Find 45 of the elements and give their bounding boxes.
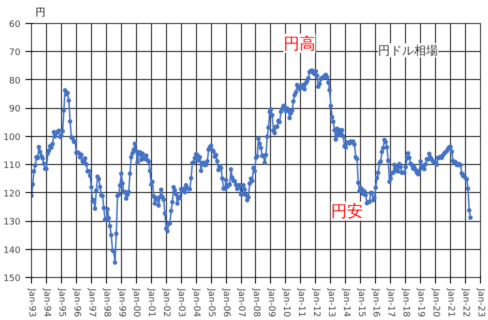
annotation: 円高 [283, 34, 316, 53]
y-tick-label: 60 [9, 20, 21, 30]
x-tick-label: Jan-01 [146, 288, 156, 318]
x-tick-label: Jan-00 [131, 288, 142, 318]
y-tick-label: 120 [3, 189, 21, 200]
y-tick-label: 140 [3, 246, 21, 256]
x-tick-label: Jan-93 [26, 288, 36, 318]
x-tick-label: Jan-96 [71, 288, 82, 318]
text: 円ドル相場 [378, 43, 438, 58]
y-tick-label: 150 [3, 274, 21, 284]
x-tick-label: Jan-06 [221, 288, 232, 318]
x-tick-label: Jan-18 [400, 288, 411, 318]
annotation: 円安 [330, 202, 363, 221]
y-tick-label: 130 [3, 218, 21, 228]
x-tick-label: Jan-98 [101, 288, 112, 318]
x-tick-label: Jan-02 [161, 288, 172, 318]
y-tick-label: 70 [9, 48, 21, 58]
x-tick-label: Jan-22 [460, 288, 471, 318]
x-tick-label: Jan-20 [430, 288, 441, 318]
x-tick-label: Jan-12 [310, 288, 321, 318]
x-tick-label: Jan-11 [296, 288, 306, 318]
x-tick-label: Jan-99 [116, 288, 126, 318]
x-tick-label: Jan-03 [176, 288, 186, 318]
x-tick-label: Jan-07 [236, 288, 246, 318]
y-tick-label: 80 [9, 76, 21, 86]
x-tick-label: Jan-16 [370, 288, 381, 318]
x-tick-label: Jan-04 [191, 288, 202, 318]
y-axis-title: 円 [36, 8, 46, 18]
x-tick-label: Jan-15 [356, 288, 366, 318]
x-tick-label: Jan-17 [386, 288, 396, 318]
y-tick-label: 100 [3, 132, 21, 143]
y-tick-label: 110 [3, 161, 21, 172]
x-tick-label: Jan-09 [266, 288, 276, 318]
x-tick-label: Jan-14 [340, 288, 351, 318]
x-tick-label: Jan-10 [280, 288, 291, 318]
x-tick-label: Jan-05 [206, 288, 216, 318]
y-tick-label: 90 [9, 104, 21, 115]
x-tick-label: Jan-95 [56, 288, 66, 318]
x-tick-label: Jan-23 [476, 288, 486, 318]
x-tick-label: Jan-08 [250, 288, 261, 318]
x-tick-label: Jan-97 [86, 288, 96, 318]
x-tick-label: Jan-21 [446, 288, 456, 318]
x-tick-label: Jan-94 [41, 288, 52, 318]
x-tick-label: Jan-19 [416, 288, 426, 318]
x-tick-label: Jan-13 [326, 288, 336, 318]
